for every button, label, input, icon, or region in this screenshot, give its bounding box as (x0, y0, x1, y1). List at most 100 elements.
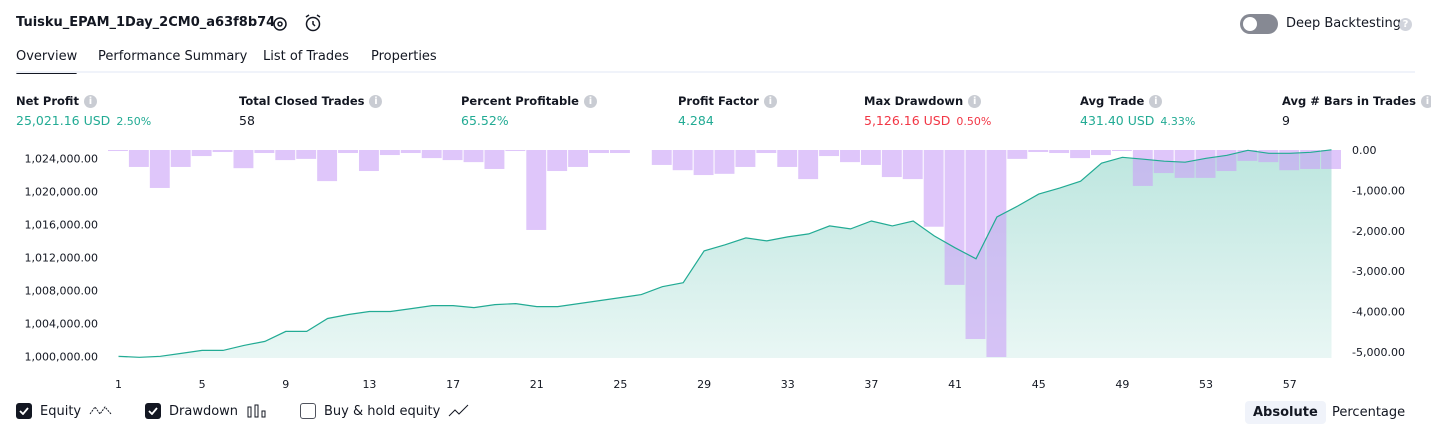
info-icon[interactable]: i (1149, 94, 1163, 108)
y2-tick-label: -2,000.00 (1352, 225, 1405, 238)
drawdown-bar (1132, 150, 1153, 186)
x-tick-label: 57 (1283, 378, 1297, 391)
metric-value-text: 431.40 USD (1080, 113, 1155, 128)
drawdown-bar (442, 150, 463, 161)
separator (16, 71, 1415, 73)
info-icon[interactable]: i (369, 94, 383, 108)
y2-tick-label: -4,000.00 (1352, 306, 1405, 319)
metric-label-text: Net Profit (16, 94, 79, 108)
x-tick-label: 45 (1032, 378, 1046, 391)
x-tick-label: 21 (530, 378, 544, 391)
button[interactable]: Percentage (1332, 405, 1406, 420)
drawdown-bar (693, 150, 714, 176)
drawdown-bar (400, 150, 421, 154)
metric-label: Profit Factor i (678, 94, 777, 108)
drawdown-bar (651, 150, 672, 165)
legend-label: Equity (40, 403, 82, 419)
metric-label: Avg # Bars in Trades i (1282, 94, 1431, 108)
metric-extra: 2.50% (116, 115, 152, 128)
drawdown-bar (233, 150, 254, 169)
drawdown-bar (819, 150, 840, 157)
drawdown-bar (149, 150, 170, 188)
tab[interactable]: Properties (371, 49, 437, 64)
metric-value-text: 58 (239, 113, 255, 128)
metric-label: Max Drawdown i (864, 94, 982, 108)
drawdown-bar (296, 150, 317, 159)
alert-icon[interactable] (303, 13, 323, 33)
drawdown-bar (1216, 150, 1237, 172)
drawdown-bar (338, 150, 358, 154)
drawdown-bar (735, 150, 756, 167)
settings-icon[interactable] (270, 14, 290, 34)
drawdown-bar (191, 150, 212, 157)
drawdown-bar (840, 150, 860, 163)
metric-value: 58 (239, 113, 255, 128)
drawdown-bar (421, 150, 442, 159)
info-icon[interactable]: i (763, 94, 777, 108)
drawdown-bar (505, 150, 526, 152)
drawdown-bar (212, 150, 233, 153)
metric-value: 9 (1282, 113, 1290, 128)
legend-item[interactable]: Buy & hold equity (300, 403, 470, 419)
info-icon[interactable]: i (83, 94, 97, 108)
info-icon[interactable]: i (583, 94, 597, 108)
legend-label: Drawdown (169, 403, 239, 419)
drawdown-bar (609, 150, 630, 154)
drawdown-bar (358, 150, 379, 172)
x-tick-label: 37 (864, 378, 878, 391)
metric-value: 4.284 (678, 113, 714, 128)
metric-value: 5,126.16 USD 0.50% (864, 113, 991, 128)
metric-value: 25,021.16 USD 2.50% (16, 113, 151, 128)
drawdown-bar (1007, 150, 1028, 159)
y-tick-label: 1,008,000.00 (25, 284, 98, 297)
x-tick-label: 29 (697, 378, 711, 391)
x-tick-label: 13 (362, 378, 376, 391)
metric-label-text: Max Drawdown (864, 94, 964, 108)
drawdown-bar (1321, 150, 1341, 169)
y-tick-label: 1,004,000.00 (25, 317, 98, 330)
strategy-title: Tuisku_EPAM_1Day_2CM0_a63f8b74 (16, 15, 276, 30)
y2-tick-label: -5,000.00 (1352, 346, 1405, 359)
drawdown-bar (672, 150, 693, 171)
drawdown-bar (1300, 150, 1321, 169)
drawdown-bar (756, 150, 777, 154)
tab[interactable]: Performance Summary (98, 49, 248, 64)
drawdown-bar (1049, 150, 1070, 154)
info-icon[interactable]: i (1420, 94, 1431, 108)
drawdown-bar (777, 150, 798, 167)
drawdown-bar (1174, 150, 1195, 178)
drawdown-bar (547, 150, 568, 172)
help-icon[interactable]: ? (1399, 18, 1412, 31)
metric-value-text: 9 (1282, 113, 1290, 128)
drawdown-bar (1028, 150, 1049, 153)
drawdown-bar (798, 150, 819, 180)
metric-value-text: 65.52% (461, 113, 509, 128)
metric-label-text: Avg Trade (1080, 94, 1145, 108)
drawdown-bar (714, 150, 735, 174)
metric-label: Percent Profitable i (461, 94, 597, 108)
metric-label: Avg Trade i (1080, 94, 1163, 108)
x-tick-label: 33 (781, 378, 795, 391)
drawdown-bar (484, 150, 505, 169)
info-icon[interactable]: i (968, 94, 982, 108)
toggle-label: Deep Backtesting (1286, 16, 1402, 31)
tab[interactable]: List of Trades (263, 49, 349, 64)
metric-label-text: Profit Factor (678, 94, 759, 108)
legend-item[interactable]: Drawdown (145, 403, 268, 419)
metric-label-text: Total Closed Trades (239, 94, 365, 108)
x-tick-label: 1 (115, 378, 122, 391)
drawdown-bar (860, 150, 881, 165)
metric-label-text: Avg # Bars in Trades (1282, 94, 1416, 108)
drawdown-bar (1070, 150, 1091, 159)
drawdown-bar (568, 150, 589, 167)
button[interactable]: Absolute (1245, 401, 1326, 424)
x-tick-label: 25 (613, 378, 627, 391)
chart: 1,000,000.00 1,004,000.00 1,008,000.00 1,01… (25, 144, 1405, 391)
legend-item[interactable]: Equity (16, 403, 113, 419)
toggle-switch[interactable] (1240, 14, 1278, 34)
drawdown-bar (902, 150, 923, 180)
metric-value-text: 5,126.16 USD (864, 113, 951, 128)
legend-label: Buy & hold equity (324, 403, 441, 419)
metric-label: Total Closed Trades i (239, 94, 383, 108)
